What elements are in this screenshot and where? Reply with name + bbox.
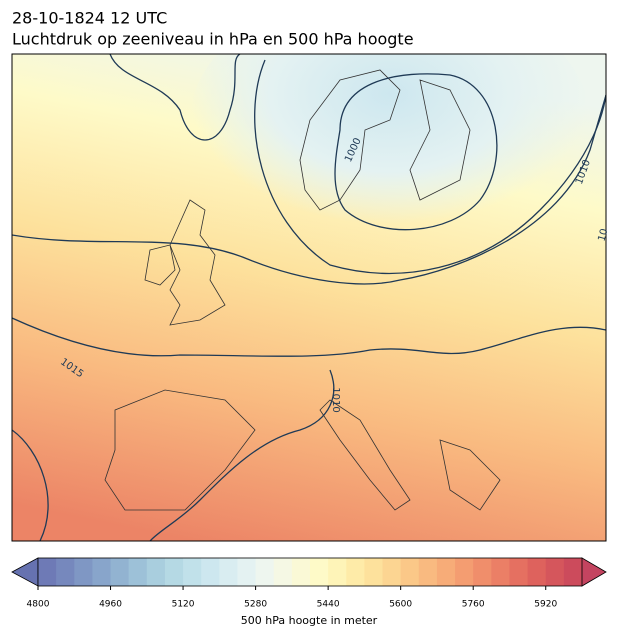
contour-label: 1010 [330,387,341,412]
coastline [104,69,501,511]
colorbar-band [509,558,529,586]
map [12,54,606,541]
isobar [12,317,606,357]
colorbar-band [364,558,384,586]
colorbar-band [473,558,492,586]
colorbar-band [56,558,75,586]
colorbar-band [491,558,510,586]
colorbar-tick-label: 4960 [99,600,122,610]
colorbar-band [201,558,220,586]
colorbar-band [382,558,402,586]
colorbar-band [237,558,257,586]
colorbar-tick-label: 4800 [27,600,50,610]
colorbar-band [219,558,238,586]
colorbar-under [11,557,39,587]
colorbar-band [110,558,130,586]
colorbar-band [74,558,93,586]
colorbar-tick-label: 5120 [172,600,195,610]
colorbar-tick-label: 5440 [317,600,340,610]
isobar [109,54,241,141]
colorbar-band [128,558,148,586]
low-area [190,54,590,250]
isobar [12,94,606,285]
isobar [254,59,606,274]
colorbar-band [255,558,275,586]
contour-label: 10 [597,228,611,243]
colorbar-frame [37,557,583,587]
colorbar-label: 500 hPa hoogte in meter [241,614,378,627]
isobar [334,73,498,231]
colorbar-band [164,558,184,586]
isobar [12,429,49,541]
colorbar-band [400,558,420,586]
date: 28-10-1824 12 UTC [12,9,167,28]
colorbar-band [346,558,365,586]
isobar [149,369,335,541]
colorbar-band [310,558,329,586]
colorbar: 4800 4960 5120 5280 5440 5600 5760 5920 [11,557,607,610]
colorbar-band [563,558,583,586]
colorbar-tick-label: 5920 [534,600,557,610]
colorbar-band [273,558,293,586]
colorbar-band [527,558,547,586]
colorbar-band [418,558,438,586]
colorbar-band [291,558,311,586]
colorbar-band [183,558,202,586]
colorbar-band [545,558,565,586]
colorbar-band [92,558,112,586]
colorbar-band [328,558,347,586]
map-frame [11,53,607,542]
colorbar-band [455,558,474,586]
colorbar-tick-label: 5760 [462,600,485,610]
colorbar-band [38,558,57,586]
colorbar-tick-label: 5280 [244,600,267,610]
title: Luchtdruk op zeeniveau in hPa en 500 hPa… [12,30,414,49]
colorbar-band [436,558,456,586]
colorbar-over [581,557,607,587]
colorbar-tick-label: 5600 [389,600,412,610]
colorbar-band [146,558,166,586]
